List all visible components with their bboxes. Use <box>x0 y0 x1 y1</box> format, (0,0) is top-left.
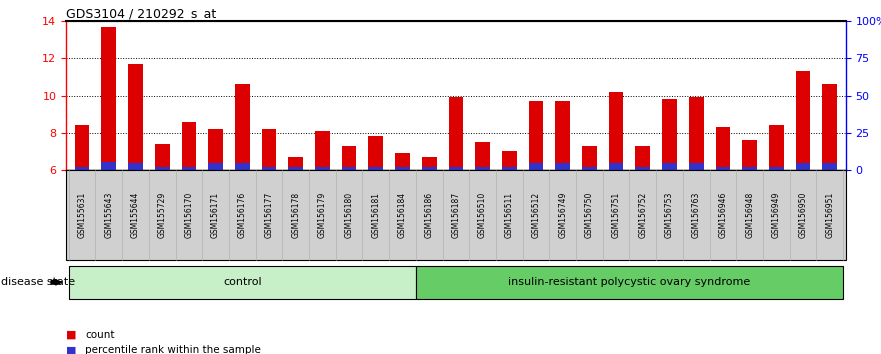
Text: GSM156750: GSM156750 <box>585 192 594 238</box>
Bar <box>582 167 596 170</box>
Bar <box>715 127 730 170</box>
Bar <box>75 125 90 170</box>
Bar <box>663 164 677 170</box>
Text: GSM156752: GSM156752 <box>639 192 648 238</box>
Text: GSM156948: GSM156948 <box>745 192 754 238</box>
Text: GSM156186: GSM156186 <box>425 192 433 238</box>
Bar <box>342 167 357 170</box>
Bar <box>422 167 437 170</box>
Bar <box>689 164 704 170</box>
Bar <box>475 167 490 170</box>
Text: ■: ■ <box>66 330 77 339</box>
Bar <box>181 122 196 170</box>
Text: GSM156180: GSM156180 <box>344 192 353 238</box>
Text: GSM156949: GSM156949 <box>772 192 781 238</box>
Text: GSM156171: GSM156171 <box>211 192 220 238</box>
Text: GSM156177: GSM156177 <box>264 192 273 238</box>
Bar <box>475 142 490 170</box>
Text: GSM156181: GSM156181 <box>371 192 381 238</box>
Bar <box>822 164 837 170</box>
Bar <box>663 99 677 170</box>
Text: GSM156753: GSM156753 <box>665 192 674 238</box>
Bar <box>769 167 784 170</box>
Bar <box>75 167 90 170</box>
Text: GSM156176: GSM156176 <box>238 192 247 238</box>
Text: disease state: disease state <box>1 277 75 287</box>
Bar <box>235 164 249 170</box>
Bar <box>315 167 329 170</box>
Text: GSM156749: GSM156749 <box>559 192 567 238</box>
Bar <box>155 144 169 170</box>
Bar <box>101 162 116 170</box>
Text: GSM156512: GSM156512 <box>531 192 541 238</box>
Bar <box>635 167 650 170</box>
Bar <box>368 167 383 170</box>
Bar <box>609 164 624 170</box>
Text: GSM156179: GSM156179 <box>318 192 327 238</box>
Bar <box>368 136 383 170</box>
Text: ■: ■ <box>66 346 77 354</box>
Text: GSM155644: GSM155644 <box>131 192 140 238</box>
Bar <box>743 140 757 170</box>
Bar <box>208 129 223 170</box>
Bar <box>262 129 277 170</box>
Text: GSM155729: GSM155729 <box>158 192 167 238</box>
Text: GSM156751: GSM156751 <box>611 192 620 238</box>
Bar <box>689 97 704 170</box>
Bar <box>128 164 143 170</box>
Bar <box>235 84 249 170</box>
Text: GSM156184: GSM156184 <box>398 192 407 238</box>
Bar <box>101 27 116 170</box>
Bar <box>128 64 143 170</box>
Bar <box>529 101 544 170</box>
Text: control: control <box>223 277 262 287</box>
Bar <box>715 167 730 170</box>
Text: GSM155643: GSM155643 <box>104 192 114 238</box>
Text: percentile rank within the sample: percentile rank within the sample <box>85 346 262 354</box>
Bar <box>288 167 303 170</box>
Bar <box>396 167 410 170</box>
Bar <box>529 164 544 170</box>
Text: GSM156511: GSM156511 <box>505 192 514 238</box>
Bar <box>796 164 811 170</box>
Bar <box>288 157 303 170</box>
Text: GSM156510: GSM156510 <box>478 192 487 238</box>
Text: GSM156187: GSM156187 <box>451 192 461 238</box>
Bar <box>796 72 811 170</box>
Bar <box>555 164 570 170</box>
Text: GSM156951: GSM156951 <box>825 192 834 238</box>
Bar <box>502 152 516 170</box>
Text: GSM156763: GSM156763 <box>692 192 700 238</box>
Bar <box>155 167 169 170</box>
Bar <box>635 146 650 170</box>
Bar <box>448 167 463 170</box>
Bar <box>262 167 277 170</box>
Text: GSM156170: GSM156170 <box>184 192 194 238</box>
Bar <box>396 153 410 170</box>
Bar <box>315 131 329 170</box>
Bar <box>342 146 357 170</box>
Bar <box>582 146 596 170</box>
Bar <box>743 167 757 170</box>
Bar <box>208 164 223 170</box>
Bar <box>609 92 624 170</box>
Bar <box>502 167 516 170</box>
Text: GSM155631: GSM155631 <box>78 192 86 238</box>
Text: GSM156178: GSM156178 <box>292 192 300 238</box>
Bar <box>422 157 437 170</box>
Bar <box>822 84 837 170</box>
Bar <box>181 167 196 170</box>
Text: insulin-resistant polycystic ovary syndrome: insulin-resistant polycystic ovary syndr… <box>508 277 751 287</box>
Bar <box>555 101 570 170</box>
Text: GSM156950: GSM156950 <box>798 192 808 238</box>
Text: GSM156946: GSM156946 <box>718 192 728 238</box>
Text: GDS3104 / 210292_s_at: GDS3104 / 210292_s_at <box>66 7 217 20</box>
Bar <box>769 125 784 170</box>
Text: count: count <box>85 330 115 339</box>
Bar <box>448 97 463 170</box>
